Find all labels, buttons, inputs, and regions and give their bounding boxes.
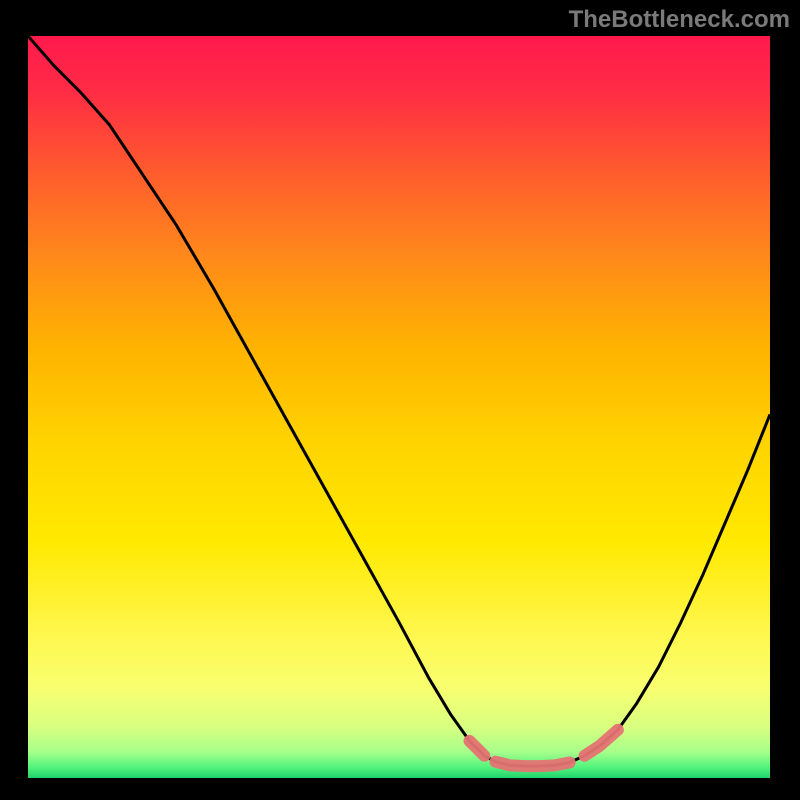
plot-area [28,36,770,778]
chart-svg [28,36,770,778]
watermark-text: TheBottleneck.com [569,6,790,34]
highlight-segment-1 [495,762,569,766]
